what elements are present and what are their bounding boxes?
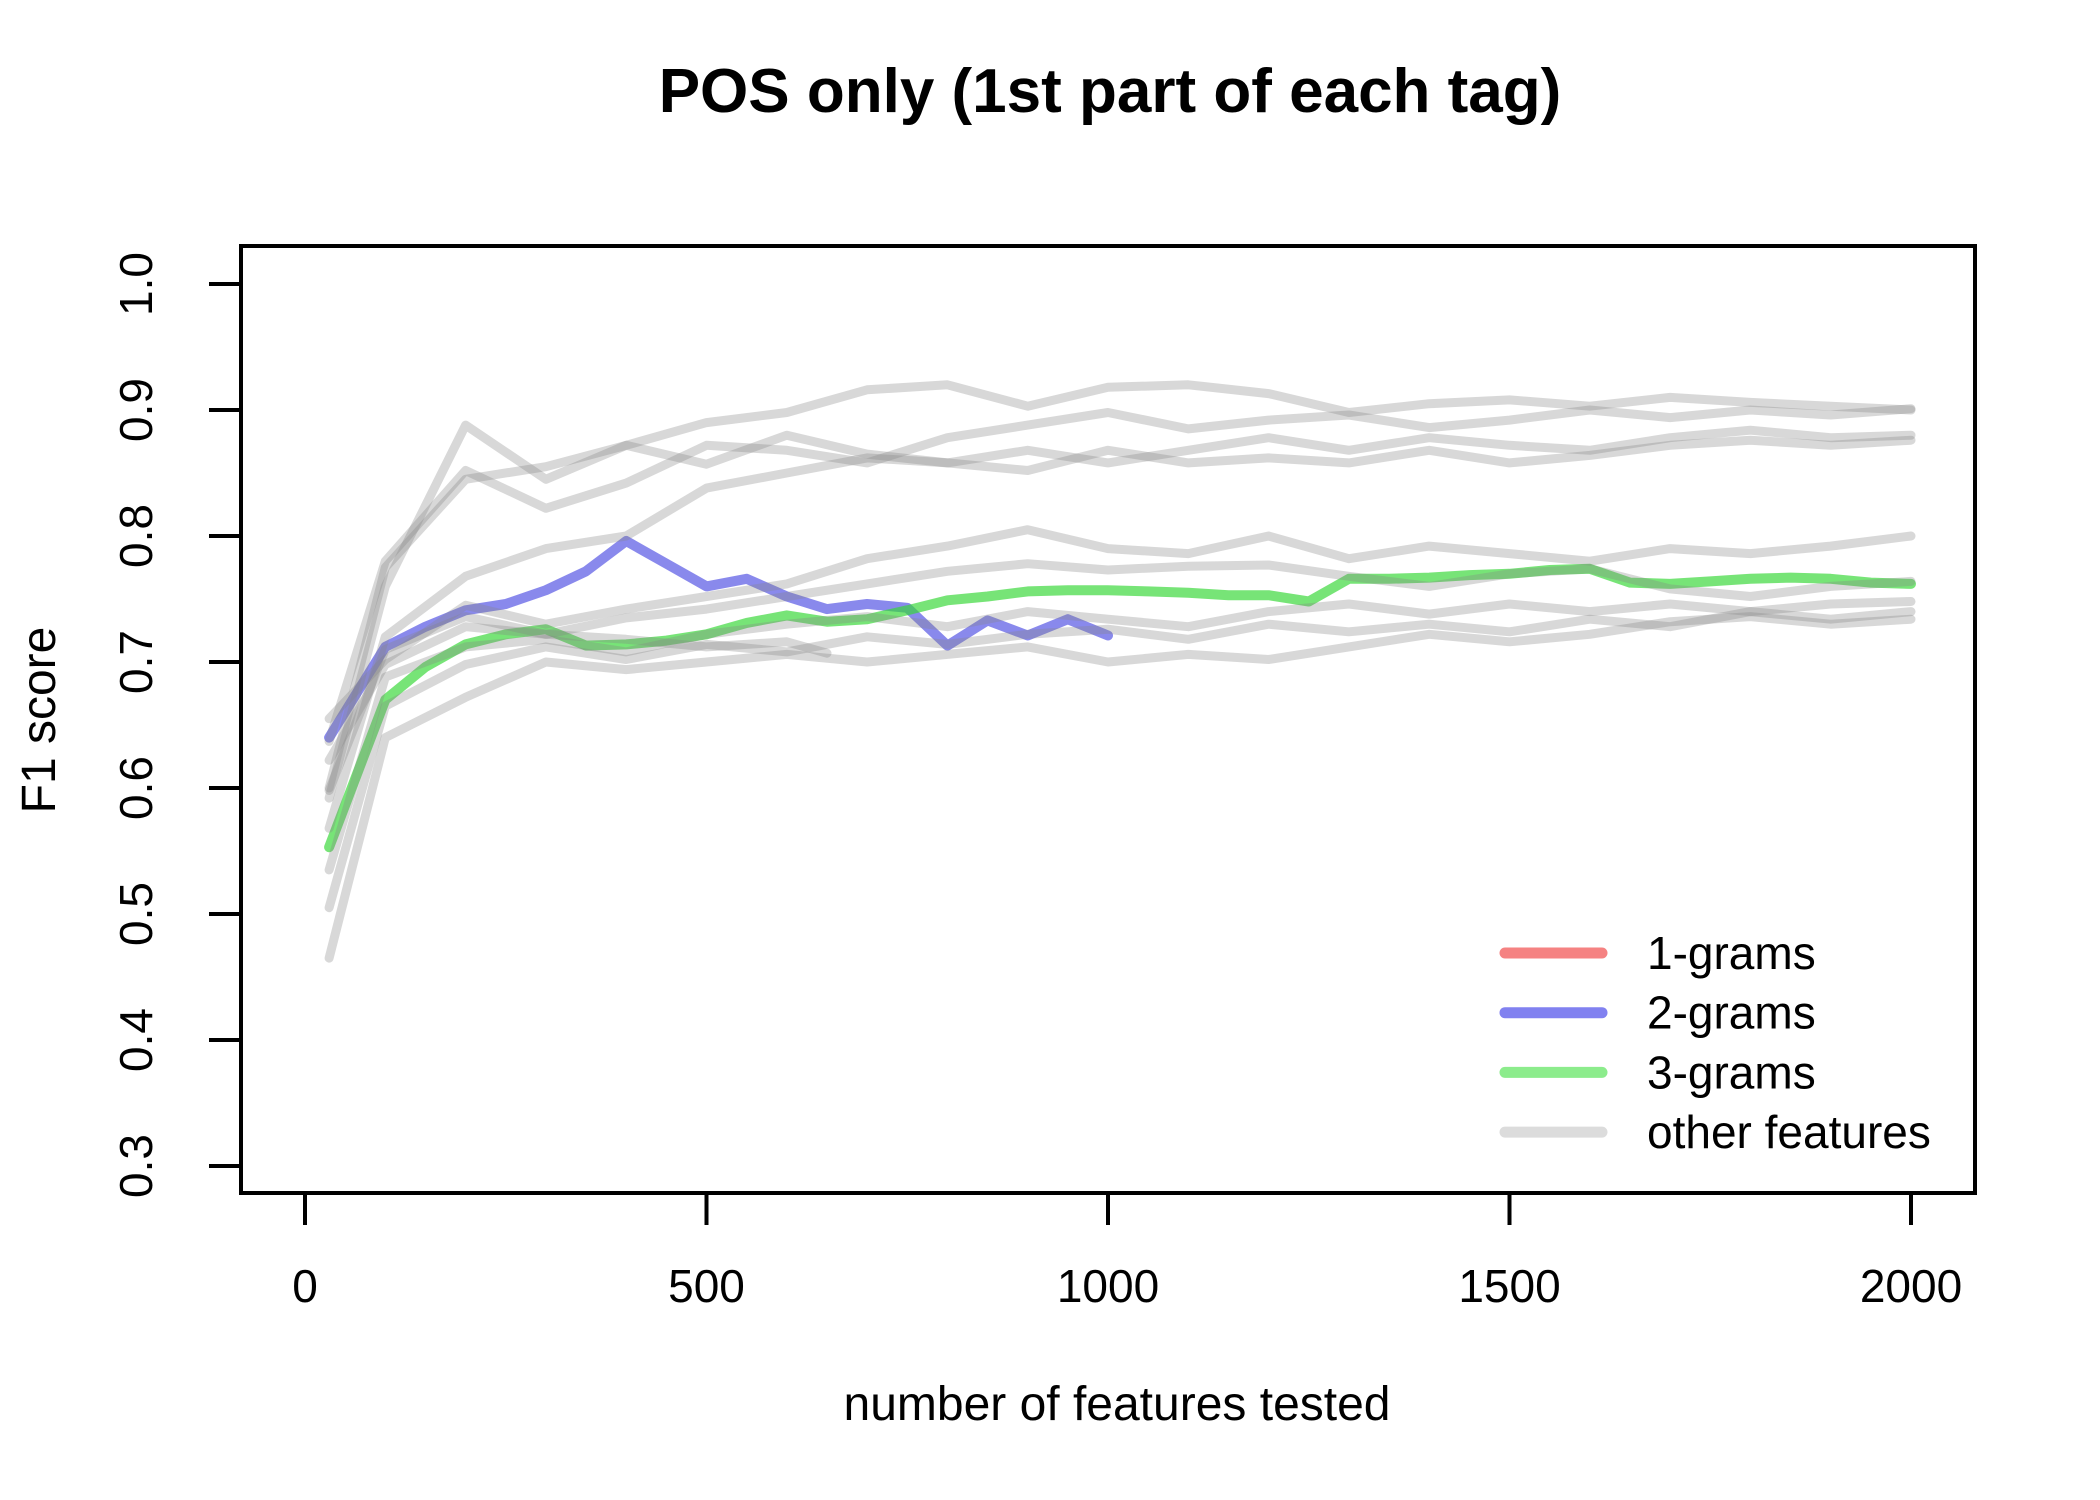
series-other-features-line-5 [324, 559, 1916, 765]
legend-label-2-grams: 2-grams [1647, 987, 1816, 1039]
x-tick-label-500: 500 [668, 1260, 745, 1312]
legend-entry-1-grams: 1-grams [1499, 927, 1816, 979]
legend-label-3-grams: 3-grams [1647, 1046, 1816, 1098]
legend: 1-grams 2-grams 3-grams other features [1499, 927, 1931, 1158]
series-other-features-line-1 [324, 404, 1916, 746]
y-tick-label-0.4: 0.4 [110, 1008, 162, 1072]
y-tick-label-0.7: 0.7 [110, 630, 162, 694]
series-other-features-line-4 [324, 525, 1916, 724]
series-other-features-line-2 [324, 420, 1916, 803]
x-axis-label: number of features tested [844, 1378, 1391, 1431]
series-other-features-line-3 [324, 435, 1916, 833]
legend-label-other-features: other features [1647, 1106, 1931, 1158]
y-axis-label: F1 score [13, 627, 66, 814]
legend-label-1-grams: 1-grams [1647, 927, 1816, 979]
series-group [324, 380, 1916, 963]
y-axis: 0.3 0.4 0.5 0.6 0.7 0.8 0.9 1.0 [110, 252, 241, 1198]
series-other-features-line-7 [324, 607, 1916, 913]
chart-title: POS only (1st part of each tag) [659, 57, 1562, 126]
y-tick-label-0.3: 0.3 [110, 1134, 162, 1198]
y-tick-label-1.0: 1.0 [110, 252, 162, 316]
x-axis: 0 500 1000 1500 2000 [292, 1193, 1962, 1312]
series-3-grams-line [324, 563, 1916, 853]
series-other-features-line-8 [324, 612, 1916, 963]
legend-entry-2-grams: 2-grams [1499, 987, 1816, 1039]
y-tick-label-0.5: 0.5 [110, 882, 162, 946]
y-tick-label-0.8: 0.8 [110, 504, 162, 568]
legend-entry-other-features: other features [1499, 1106, 1931, 1158]
y-tick-label-0.6: 0.6 [110, 756, 162, 820]
series-other-features-line-6 [324, 597, 1916, 875]
x-tick-label-1000: 1000 [1057, 1260, 1159, 1312]
series-other-features-line-9 [324, 612, 832, 795]
x-tick-label-2000: 2000 [1860, 1260, 1962, 1312]
legend-entry-3-grams: 3-grams [1499, 1046, 1816, 1098]
x-tick-label-0: 0 [292, 1260, 318, 1312]
series-2-grams-line [324, 536, 1113, 743]
x-tick-label-1500: 1500 [1458, 1260, 1560, 1312]
series-other-features-line-0 [324, 380, 1916, 793]
y-tick-label-0.9: 0.9 [110, 378, 162, 442]
